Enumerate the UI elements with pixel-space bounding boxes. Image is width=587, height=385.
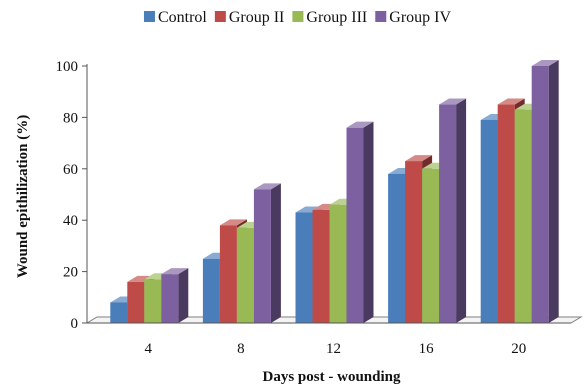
bar-front — [439, 104, 457, 323]
bar — [439, 98, 467, 323]
bar-front — [514, 109, 532, 323]
bar-front — [110, 302, 128, 323]
bar-top — [253, 183, 281, 190]
bar-front — [202, 258, 220, 323]
legend-label: Group III — [306, 9, 367, 26]
bar-top — [219, 219, 247, 226]
x-axis: 4 8 12 16 20 — [87, 322, 571, 357]
legend-label: Control — [158, 9, 207, 26]
bar-top — [497, 98, 525, 105]
bar-top — [405, 155, 433, 162]
bar-front — [531, 66, 549, 323]
bar-side — [270, 183, 281, 323]
bar-side — [178, 268, 189, 323]
y-tick-label: 80 — [63, 110, 78, 126]
y-axis: 0 20 40 60 80 100 — [56, 59, 88, 332]
legend: Control Group II Group III Group IV — [143, 9, 451, 26]
legend-item: Control — [143, 9, 207, 26]
bar-top — [531, 60, 559, 66]
x-tick-label: 8 — [237, 341, 245, 357]
bar-top — [439, 98, 467, 105]
bar-front — [127, 281, 145, 323]
y-axis-label: Wound epithilization (%) — [15, 115, 31, 278]
y-tick-label: 60 — [63, 162, 78, 178]
bar-front — [236, 227, 254, 323]
bar-front — [144, 279, 162, 323]
bar-front — [480, 119, 498, 323]
legend-label: Group IV — [389, 9, 451, 26]
bar-side — [548, 60, 559, 323]
bars — [110, 60, 559, 324]
y-tick-label: 40 — [63, 213, 78, 229]
x-tick-label: 12 — [326, 341, 341, 357]
bar-side — [363, 121, 374, 324]
bar-front — [405, 161, 423, 323]
bar-front — [253, 189, 271, 323]
bar — [161, 268, 189, 323]
bar-front — [388, 173, 406, 323]
bar-top — [161, 268, 189, 275]
legend-swatch — [375, 11, 387, 22]
legend-swatch — [292, 11, 304, 22]
legend-item: Group II — [214, 9, 285, 26]
bar-front — [161, 274, 179, 323]
bar-front — [329, 204, 347, 323]
y-tick-label: 0 — [71, 316, 79, 332]
bar — [531, 60, 559, 323]
x-tick-label: 4 — [145, 341, 153, 357]
legend-item: Group III — [292, 9, 367, 26]
bar — [346, 121, 374, 324]
x-axis-label: Days post - wounding — [263, 369, 401, 385]
bar-side — [456, 98, 467, 323]
bar-front — [346, 127, 364, 324]
bar-front — [312, 209, 330, 323]
bar-front — [295, 212, 313, 323]
legend-label: Group II — [229, 9, 285, 26]
bar — [253, 183, 281, 323]
bar-front — [422, 168, 440, 323]
legend-swatch — [214, 11, 226, 22]
bar-front — [219, 225, 237, 323]
y-tick-label: 20 — [63, 265, 78, 281]
bar-front — [497, 104, 515, 323]
legend-item: Group IV — [375, 9, 451, 26]
bar-top — [346, 121, 374, 128]
x-tick-label: 20 — [511, 341, 526, 357]
x-tick-label: 16 — [419, 341, 435, 357]
y-tick-label: 100 — [56, 59, 79, 75]
legend-swatch — [143, 11, 155, 22]
